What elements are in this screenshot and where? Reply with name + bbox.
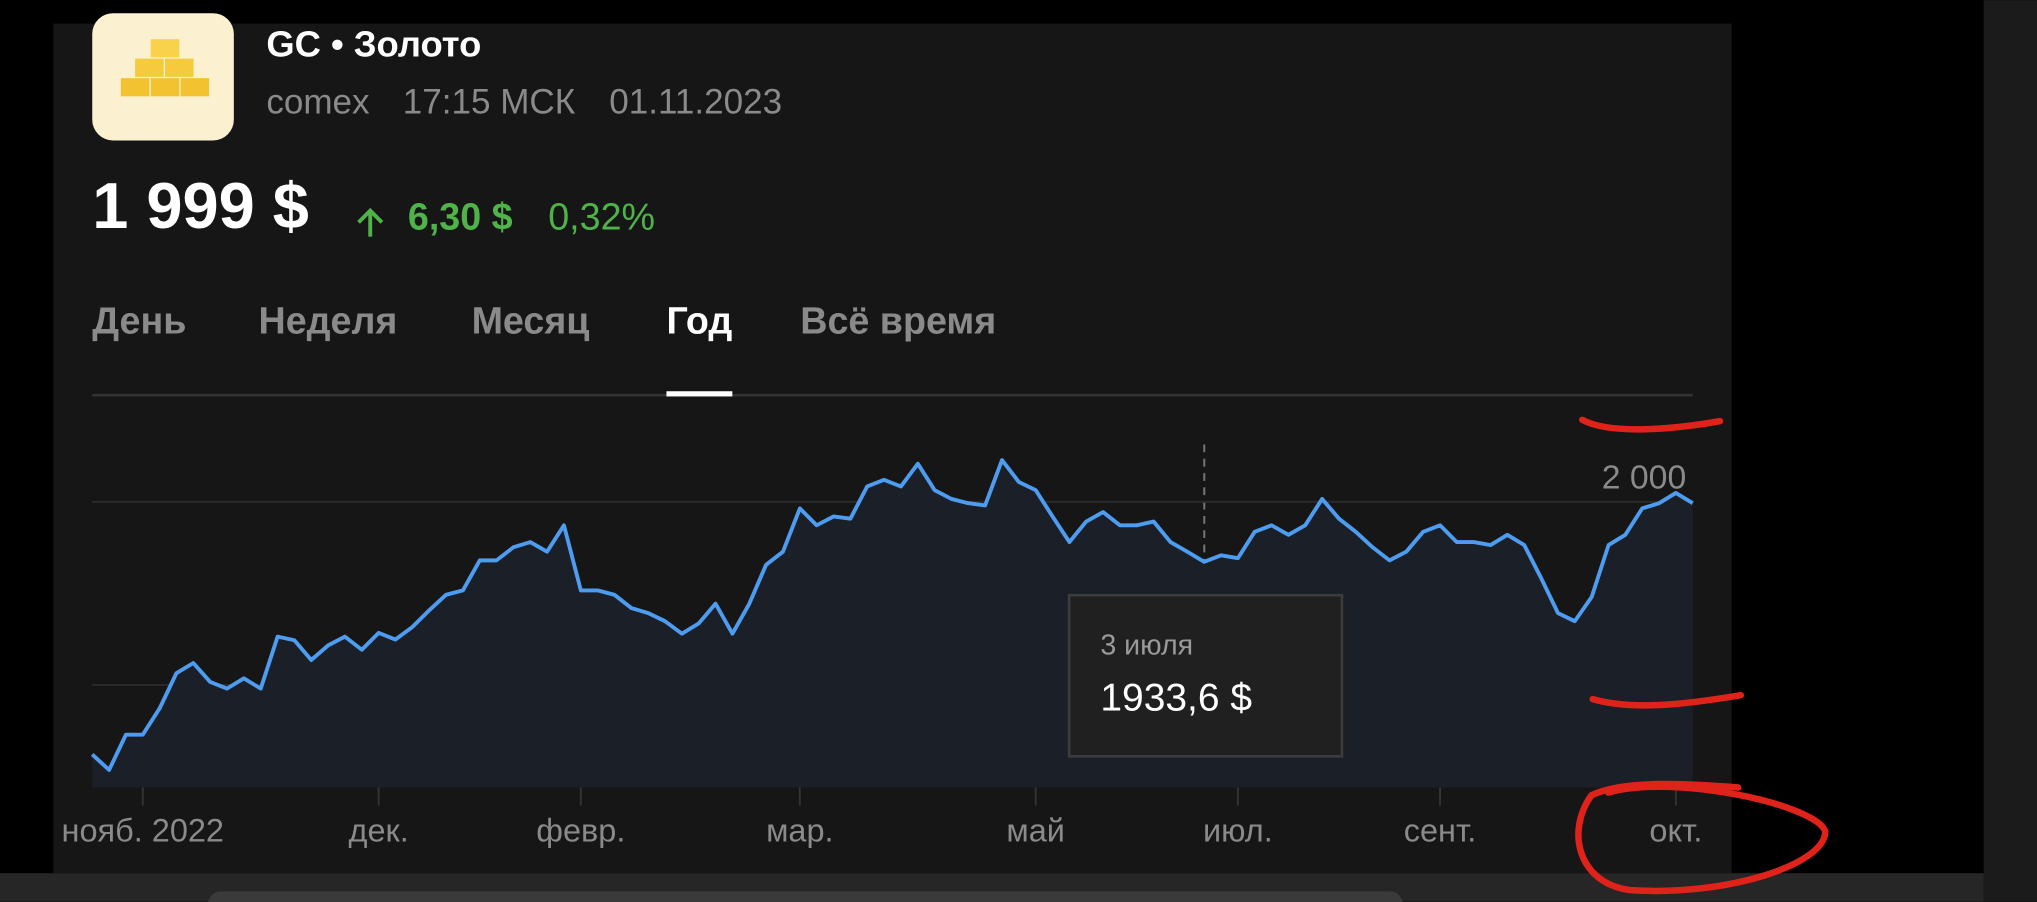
title: GC • Золото: [266, 24, 481, 65]
tab[interactable]: Всё время: [800, 300, 996, 342]
x-tick-label: май: [1006, 813, 1065, 849]
tooltip-value: 1933,6 $: [1100, 677, 1252, 720]
x-tick-label: нояб. 2022: [62, 813, 224, 849]
change: 6,30 $: [408, 196, 513, 238]
time: 17:15 МСК: [403, 82, 576, 121]
y-tick-label: 2 000: [1602, 459, 1687, 497]
x-tick-label: июл.: [1203, 813, 1273, 849]
change-percent: 0,32%: [548, 196, 655, 238]
exchange: comex: [266, 82, 370, 121]
tooltip: 3 июля 1933,6 $: [1067, 593, 1344, 758]
x-tick-label: сент.: [1404, 813, 1477, 849]
tab[interactable]: День: [92, 300, 186, 342]
annotations: [1575, 416, 1829, 895]
price: 1 999 $: [92, 169, 309, 242]
tab[interactable]: Неделя: [259, 300, 398, 342]
tooltip-date: 3 июля: [1100, 630, 1193, 662]
bottom-pill: [208, 891, 1403, 902]
x-tick-label: дек.: [349, 813, 409, 849]
x-tick-label: февр.: [536, 813, 625, 849]
tab-underline: [666, 391, 733, 397]
date: 01.11.2023: [609, 82, 782, 121]
up-arrow: [357, 207, 384, 237]
tab[interactable]: Год: [666, 300, 732, 342]
gold-icon: [92, 13, 234, 141]
x-tick-label: окт.: [1649, 813, 1702, 849]
tab[interactable]: Месяц: [472, 300, 590, 342]
x-tick-label: мар.: [766, 813, 833, 849]
line: [90, 458, 1694, 772]
side-panel: [1983, 0, 2037, 902]
